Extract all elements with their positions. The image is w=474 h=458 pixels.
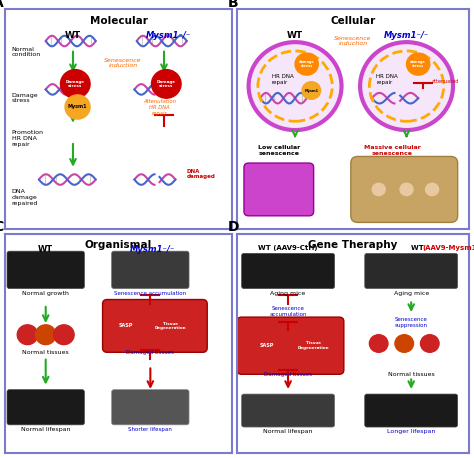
Text: Senescence accumulation: Senescence accumulation — [114, 291, 186, 296]
Text: Senescence
suppression: Senescence suppression — [395, 317, 428, 328]
Text: Damaged tissues: Damaged tissues — [264, 372, 312, 377]
Text: Promotion
HR DNA
repair: Promotion HR DNA repair — [11, 130, 44, 147]
Text: A: A — [0, 0, 4, 10]
Text: C: C — [0, 220, 4, 234]
Text: Molecular: Molecular — [90, 16, 147, 26]
FancyBboxPatch shape — [242, 394, 335, 427]
Text: HR DNA
repair: HR DNA repair — [272, 74, 293, 85]
Text: Senescence
accumulation: Senescence accumulation — [269, 306, 307, 317]
FancyBboxPatch shape — [7, 251, 84, 289]
Text: Normal lifespan: Normal lifespan — [21, 427, 71, 432]
Text: Organismal: Organismal — [85, 240, 152, 250]
Text: Aging mice: Aging mice — [393, 291, 429, 296]
Text: SASP: SASP — [260, 343, 274, 348]
Text: WT: WT — [38, 245, 53, 254]
Circle shape — [400, 183, 413, 196]
Text: Massive cellular
senescence: Massive cellular senescence — [364, 146, 421, 156]
Text: WT (AAV9-Ctrl): WT (AAV9-Ctrl) — [258, 245, 318, 251]
FancyBboxPatch shape — [365, 253, 458, 289]
FancyBboxPatch shape — [244, 163, 314, 216]
FancyBboxPatch shape — [237, 317, 344, 374]
Text: DNA
damage
repaired: DNA damage repaired — [11, 190, 38, 206]
Text: Mysm1: Mysm1 — [304, 88, 319, 93]
Text: Damaged tissues: Damaged tissues — [127, 350, 174, 355]
Circle shape — [369, 335, 388, 352]
Circle shape — [395, 335, 413, 352]
Text: Mysm1⁻/⁻: Mysm1⁻/⁻ — [384, 31, 429, 40]
Circle shape — [360, 42, 453, 130]
Text: Tissue
Degeneration: Tissue Degeneration — [298, 341, 329, 350]
Circle shape — [248, 42, 341, 130]
Text: damage
stress: damage stress — [299, 60, 315, 68]
Circle shape — [152, 70, 181, 98]
Circle shape — [54, 325, 74, 344]
Text: Damage
stress: Damage stress — [157, 80, 176, 88]
Text: WT: WT — [287, 31, 303, 40]
Circle shape — [65, 95, 90, 119]
Circle shape — [61, 70, 90, 98]
Text: Mysm1⁻/⁻: Mysm1⁻/⁻ — [130, 245, 175, 254]
Text: Aging mice: Aging mice — [271, 291, 306, 296]
Circle shape — [420, 335, 439, 352]
Text: Mysm1⁻/⁻: Mysm1⁻/⁻ — [146, 31, 191, 40]
Text: WT: WT — [65, 31, 81, 40]
Text: Cellular: Cellular — [330, 16, 376, 26]
FancyBboxPatch shape — [7, 390, 84, 425]
FancyBboxPatch shape — [351, 157, 457, 223]
Text: D: D — [228, 220, 239, 234]
Text: Normal tissues: Normal tissues — [22, 350, 69, 355]
FancyBboxPatch shape — [112, 251, 189, 289]
Text: Shorter lifespan: Shorter lifespan — [128, 427, 172, 432]
Text: Gene Theraphy: Gene Theraphy — [309, 240, 398, 250]
Text: Normal tissues: Normal tissues — [388, 372, 435, 377]
Text: Normal lifespan: Normal lifespan — [264, 429, 313, 434]
Text: Mysm1: Mysm1 — [68, 104, 87, 109]
FancyBboxPatch shape — [102, 300, 207, 352]
Circle shape — [372, 183, 385, 196]
Circle shape — [426, 183, 438, 196]
Text: Senescence
induction: Senescence induction — [334, 36, 372, 46]
Text: DNA
damaged: DNA damaged — [187, 169, 216, 180]
Circle shape — [407, 53, 430, 75]
Text: (AAV9-Mysm1): (AAV9-Mysm1) — [423, 245, 474, 251]
Circle shape — [302, 82, 320, 99]
Text: Normal growth: Normal growth — [22, 291, 69, 296]
Text: HR DNA
repair: HR DNA repair — [376, 74, 398, 85]
Circle shape — [17, 325, 38, 344]
Text: Attenutation
HR DNA
repair: Attenutation HR DNA repair — [143, 99, 176, 116]
Text: Damage
stress: Damage stress — [11, 93, 38, 104]
Text: SASP: SASP — [118, 323, 133, 328]
Text: Damage
stress: Damage stress — [66, 80, 85, 88]
FancyBboxPatch shape — [112, 390, 189, 425]
Text: WT: WT — [411, 245, 427, 251]
Text: damage
stress: damage stress — [410, 60, 426, 68]
Text: Tissue
Degeneration: Tissue Degeneration — [155, 322, 187, 330]
Circle shape — [295, 53, 319, 75]
Text: B: B — [228, 0, 238, 10]
Text: Normal
condition: Normal condition — [11, 47, 41, 57]
Text: Senescence
induction: Senescence induction — [104, 58, 142, 68]
FancyBboxPatch shape — [365, 394, 458, 427]
Text: Low cellular
senescence: Low cellular senescence — [258, 146, 300, 156]
Text: Longer lifespan: Longer lifespan — [387, 429, 436, 434]
FancyBboxPatch shape — [242, 253, 335, 289]
Circle shape — [36, 325, 56, 344]
Text: attenuated: attenuated — [432, 79, 459, 84]
